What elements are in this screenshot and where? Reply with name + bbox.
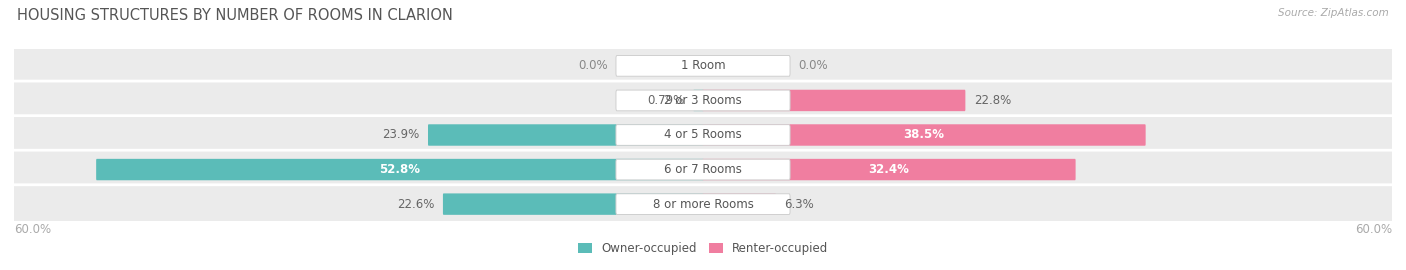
Text: 2 or 3 Rooms: 2 or 3 Rooms bbox=[664, 94, 742, 107]
FancyBboxPatch shape bbox=[443, 193, 703, 215]
Text: 38.5%: 38.5% bbox=[904, 129, 945, 141]
Text: 6 or 7 Rooms: 6 or 7 Rooms bbox=[664, 163, 742, 176]
Text: 60.0%: 60.0% bbox=[1355, 224, 1392, 237]
FancyBboxPatch shape bbox=[616, 125, 790, 145]
FancyBboxPatch shape bbox=[703, 90, 966, 111]
FancyBboxPatch shape bbox=[427, 124, 703, 146]
Text: 23.9%: 23.9% bbox=[382, 129, 419, 141]
FancyBboxPatch shape bbox=[7, 150, 1399, 189]
FancyBboxPatch shape bbox=[616, 90, 790, 111]
Text: 4 or 5 Rooms: 4 or 5 Rooms bbox=[664, 129, 742, 141]
Text: 60.0%: 60.0% bbox=[14, 224, 51, 237]
FancyBboxPatch shape bbox=[693, 90, 703, 111]
Text: Source: ZipAtlas.com: Source: ZipAtlas.com bbox=[1278, 8, 1389, 18]
FancyBboxPatch shape bbox=[7, 46, 1399, 85]
Text: 8 or more Rooms: 8 or more Rooms bbox=[652, 198, 754, 211]
FancyBboxPatch shape bbox=[616, 56, 790, 76]
Legend: Owner-occupied, Renter-occupied: Owner-occupied, Renter-occupied bbox=[572, 237, 834, 259]
Text: 0.0%: 0.0% bbox=[799, 59, 828, 72]
FancyBboxPatch shape bbox=[7, 81, 1399, 120]
FancyBboxPatch shape bbox=[7, 116, 1399, 154]
Text: 22.8%: 22.8% bbox=[974, 94, 1011, 107]
Text: HOUSING STRUCTURES BY NUMBER OF ROOMS IN CLARION: HOUSING STRUCTURES BY NUMBER OF ROOMS IN… bbox=[17, 8, 453, 23]
Text: 32.4%: 32.4% bbox=[869, 163, 910, 176]
Text: 22.6%: 22.6% bbox=[396, 198, 434, 211]
FancyBboxPatch shape bbox=[703, 193, 776, 215]
FancyBboxPatch shape bbox=[96, 159, 703, 180]
Text: 1 Room: 1 Room bbox=[681, 59, 725, 72]
Text: 0.0%: 0.0% bbox=[578, 59, 607, 72]
Text: 6.3%: 6.3% bbox=[785, 198, 814, 211]
FancyBboxPatch shape bbox=[703, 159, 1076, 180]
FancyBboxPatch shape bbox=[7, 185, 1399, 224]
FancyBboxPatch shape bbox=[703, 124, 1146, 146]
Text: 0.79%: 0.79% bbox=[648, 94, 685, 107]
Text: 52.8%: 52.8% bbox=[380, 163, 420, 176]
FancyBboxPatch shape bbox=[616, 194, 790, 214]
FancyBboxPatch shape bbox=[616, 159, 790, 180]
